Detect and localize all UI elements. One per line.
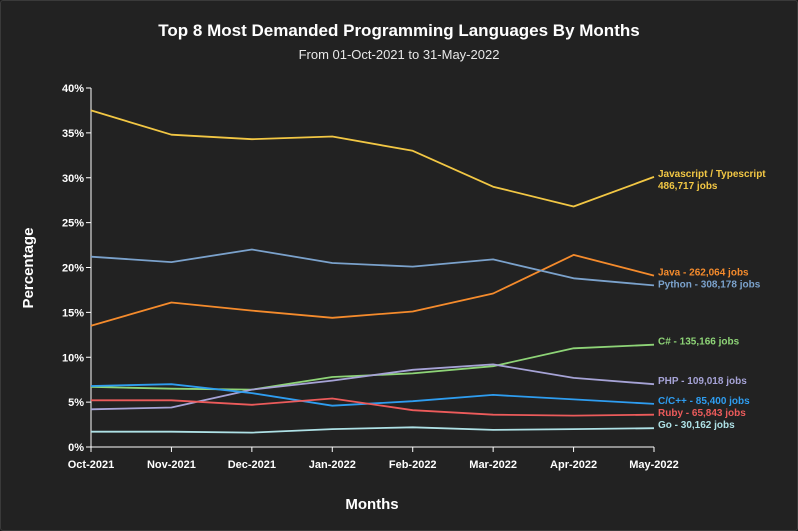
series-label-go: Go - 30,162 jobs [658,420,735,431]
series-line-php [90,363,655,411]
y-tick-label: 0% [68,442,84,454]
series-line-python [90,248,655,287]
series-line-ruby [91,397,655,417]
x-tick-label: Oct-2021 [68,459,114,471]
x-tick-label: Nov-2021 [147,459,196,471]
y-tick-label: 30% [62,173,84,185]
series-label-php: PHP - 109,018 jobs [658,376,747,387]
series-line-javascript-typescript [90,109,655,208]
y-tick-label: 15% [62,307,84,319]
y-axis-title: Percentage [20,228,37,309]
y-tick-label: 5% [68,397,84,409]
series-labels: Javascript / Typescript 486,717 jobs Java … [658,169,766,431]
series-line-java [90,253,655,327]
y-tick-label: 20% [62,263,84,275]
x-tick-label: May-2022 [629,459,679,471]
axes: 0% 5% 10% 15% 20% 25% 30% 35% 40% Oct-2021 Nov-202… [62,83,679,471]
y-tick-label: 25% [62,218,84,230]
series-label-python: Python - 308,178 jobs [658,280,761,291]
series-lines [90,109,655,434]
y-tick-label: 35% [62,128,84,140]
series-label-javascript-typescript: Javascript / Typescript 486,717 jobs [658,169,766,192]
y-tick-label: 40% [62,83,84,95]
series-line-go [91,426,655,434]
x-tick-label: Mar-2022 [469,459,517,471]
series-label-java: Java - 262,064 jobs [658,268,749,279]
chart-title: Top 8 Most Demanded Programming Language… [158,21,639,40]
series-label-c: C# - 135,166 jobs [658,337,740,348]
x-axis-title: Months [345,496,398,513]
series-label-c-c: C/C++ - 85,400 jobs [658,396,750,407]
x-tick-label: Dec-2021 [228,459,276,471]
series-line-c [90,343,655,391]
chart-subtitle: From 01-Oct-2021 to 31-May-2022 [299,47,500,62]
x-tick-label: Jan-2022 [309,459,356,471]
x-tick-label: Apr-2022 [550,459,597,471]
series-label-ruby: Ruby - 65,843 jobs [658,408,746,419]
x-tick-label: Feb-2022 [389,459,437,471]
series-line-c-c [90,383,655,407]
y-tick-label: 10% [62,352,84,364]
